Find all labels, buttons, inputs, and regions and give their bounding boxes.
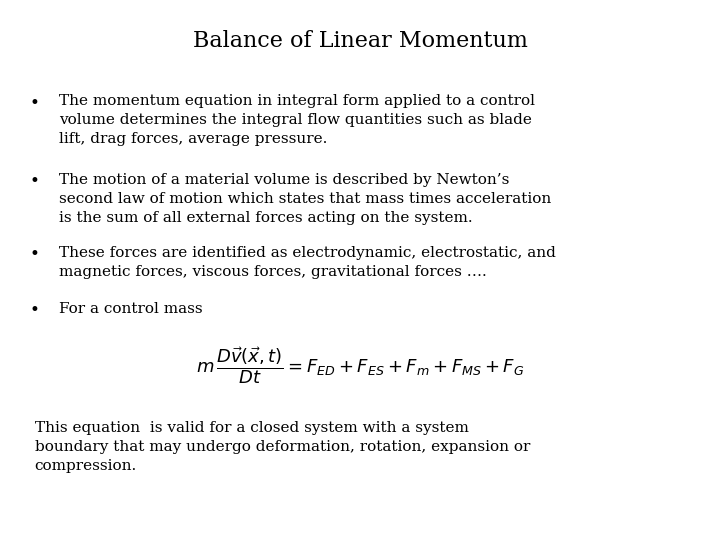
Text: •: • <box>30 94 40 111</box>
Text: These forces are identified as electrodynamic, electrostatic, and
magnetic force: These forces are identified as electrody… <box>59 246 556 279</box>
Text: This equation  is valid for a closed system with a system
boundary that may unde: This equation is valid for a closed syst… <box>35 421 530 473</box>
Text: The motion of a material volume is described by Newton’s
second law of motion wh: The motion of a material volume is descr… <box>59 173 552 225</box>
Text: For a control mass: For a control mass <box>59 302 202 316</box>
Text: $m\,\dfrac{D\vec{v}(\vec{x},t)}{Dt} = F_{ED} + F_{ES} + F_{m} + F_{MS} + F_{G}$: $m\,\dfrac{D\vec{v}(\vec{x},t)}{Dt} = F_… <box>196 346 524 386</box>
Text: •: • <box>30 302 40 319</box>
Text: •: • <box>30 173 40 190</box>
Text: The momentum equation in integral form applied to a control
volume determines th: The momentum equation in integral form a… <box>59 94 535 146</box>
Text: Balance of Linear Momentum: Balance of Linear Momentum <box>192 30 528 52</box>
Text: •: • <box>30 246 40 262</box>
